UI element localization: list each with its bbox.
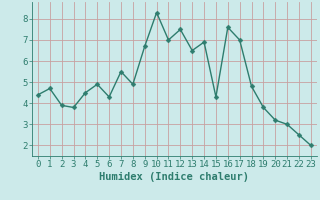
X-axis label: Humidex (Indice chaleur): Humidex (Indice chaleur) (100, 172, 249, 182)
